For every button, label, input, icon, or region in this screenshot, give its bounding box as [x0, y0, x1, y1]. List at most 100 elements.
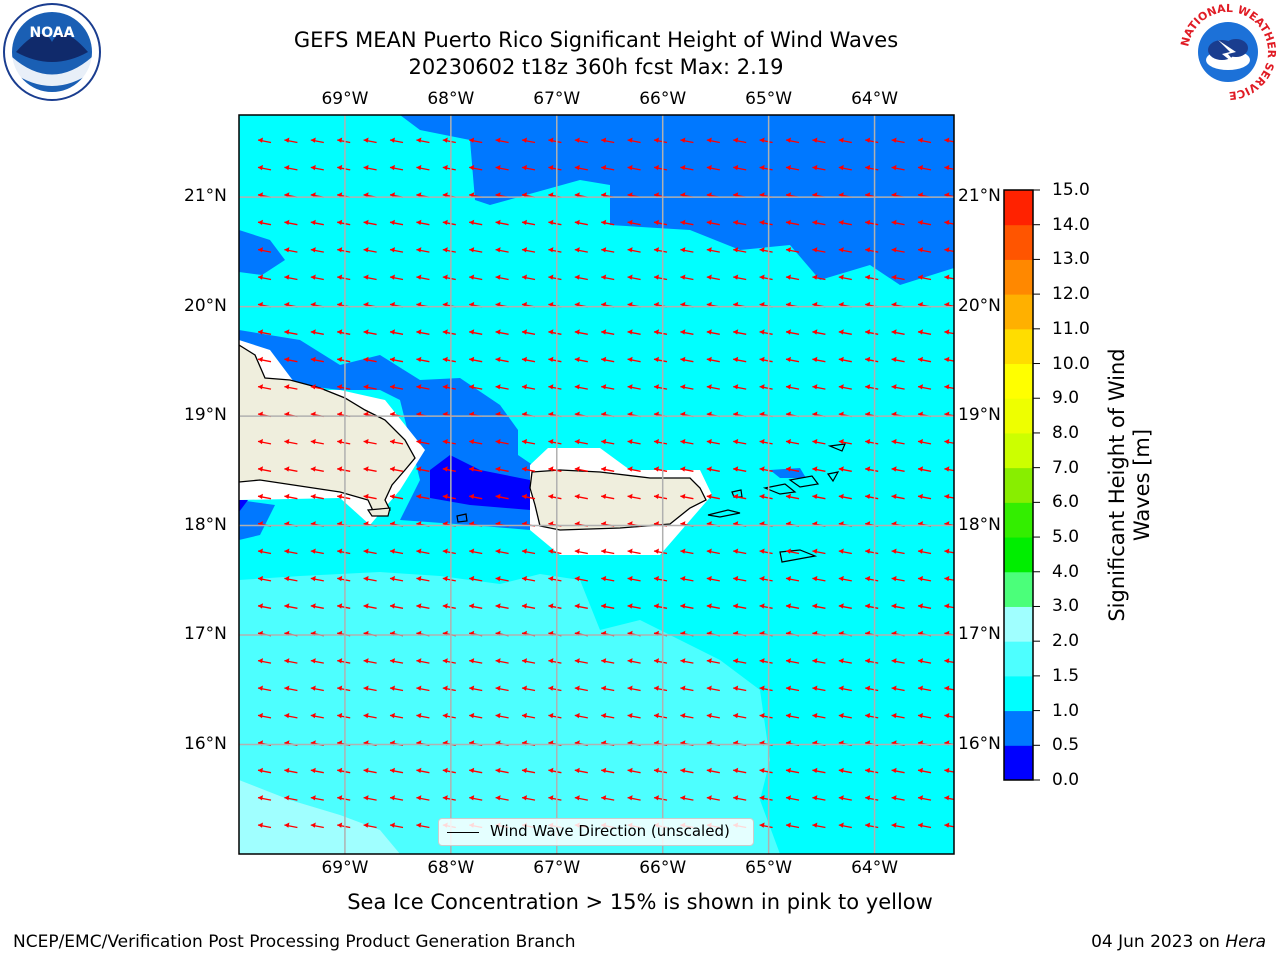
- wave-arrow: [416, 137, 430, 144]
- lon-label: 69°W: [321, 858, 369, 878]
- lon-label: 64°W: [851, 89, 899, 109]
- lat-label: 19°N: [184, 405, 227, 426]
- wave-arrow: [521, 795, 536, 801]
- wave-arrow: [337, 795, 351, 801]
- wave-arrow: [653, 575, 668, 582]
- wave-arrow: [284, 822, 298, 829]
- wave-arrow: [469, 795, 483, 801]
- wave-arrow: [284, 658, 298, 664]
- wave-arrow: [944, 658, 954, 664]
- wave-arrow: [838, 712, 852, 719]
- wave-arrow: [891, 356, 905, 363]
- wave-arrow: [680, 712, 694, 719]
- wave-arrow: [785, 219, 800, 226]
- wave-arrow: [574, 548, 588, 555]
- wave-arrow: [865, 767, 879, 774]
- wave-arrow: [944, 575, 954, 582]
- wave-arrow: [891, 438, 905, 445]
- wave-arrow: [653, 356, 668, 363]
- wave-arrow: [310, 438, 324, 445]
- wave-arrow: [891, 219, 905, 226]
- wave-arrow: [257, 548, 272, 555]
- wave-arrow: [416, 356, 430, 363]
- wave-arrow: [548, 603, 562, 609]
- wave-arrow: [812, 356, 826, 363]
- wave-arrow: [548, 712, 562, 719]
- wave-arrow: [917, 493, 932, 500]
- wave-arrow: [838, 466, 852, 472]
- wave-arrow: [838, 767, 852, 774]
- wave-arrow: [812, 274, 826, 281]
- wave-arrow: [310, 137, 324, 144]
- wave-arrow: [284, 685, 298, 692]
- wave-arrow: [442, 137, 456, 144]
- wave-arrow: [733, 274, 747, 281]
- wave-arrow: [838, 438, 852, 445]
- wave-arrow: [521, 329, 536, 335]
- wave-arrow: [548, 219, 562, 226]
- wave-arrow: [706, 438, 720, 445]
- wave-arrow: [653, 767, 668, 774]
- wave-arrow: [574, 164, 588, 171]
- wave-arrow: [680, 548, 694, 555]
- wave-arrow: [917, 548, 932, 555]
- footer-producer: NCEP/EMC/Verification Post Processing Pr…: [13, 932, 576, 952]
- wave-arrow: [310, 795, 324, 801]
- wave-arrow: [733, 712, 747, 719]
- land-virgin-islands: [762, 471, 840, 495]
- lon-label: 64°W: [851, 858, 899, 878]
- wave-arrow: [284, 384, 298, 390]
- wave-arrow: [521, 466, 536, 472]
- wave-direction-arrows: [257, 137, 954, 829]
- wave-arrow: [310, 548, 324, 555]
- lat-label: 20°N: [958, 295, 1001, 316]
- wave-arrow: [838, 164, 852, 171]
- wave-arrow: [812, 247, 826, 253]
- wave-arrow: [653, 164, 668, 171]
- wave-arrow: [838, 685, 852, 692]
- colorbar-tick-label: 13.0: [1052, 249, 1090, 270]
- wave-arrow: [706, 795, 720, 801]
- wave-arrow: [917, 164, 932, 171]
- wave-arrow: [917, 767, 932, 774]
- wave-arrow: [495, 247, 509, 253]
- wave-arrow: [601, 712, 615, 719]
- wave-arrow: [257, 164, 272, 171]
- wave-arrow: [865, 219, 879, 226]
- wave-arrow: [257, 137, 272, 144]
- colorbar-tick-label: 2.0: [1052, 631, 1080, 652]
- colorbar-tick-label: 11.0: [1052, 318, 1090, 339]
- wave-arrow: [733, 466, 747, 472]
- noaa-logo-text: NOAA: [30, 25, 75, 41]
- wave-arrow: [416, 466, 430, 472]
- colorbar-tick-label: 0.0: [1052, 770, 1080, 790]
- wave-arrow: [865, 438, 879, 445]
- wave-arrow: [521, 658, 536, 664]
- lat-label: 19°N: [958, 405, 1001, 426]
- wave-arrow: [812, 767, 826, 774]
- wave-arrow: [495, 575, 509, 582]
- wave-arrow: [389, 767, 404, 774]
- wave-arrow: [785, 137, 800, 144]
- map-legend: Wind Wave Direction (unscaled): [438, 818, 754, 846]
- legend-line-sample: [447, 832, 479, 833]
- wave-arrow: [257, 329, 272, 335]
- wave-arrow: [442, 384, 456, 390]
- wave-arrow: [363, 767, 377, 774]
- wave-arrow: [944, 767, 954, 773]
- wave-arrow: [944, 247, 954, 253]
- wave-arrow: [759, 164, 773, 171]
- wave-arrow: [574, 658, 588, 664]
- wave-arrow: [469, 767, 483, 774]
- wave-arrow: [812, 384, 826, 390]
- wave-arrow: [812, 466, 826, 472]
- wave-arrow: [257, 795, 272, 801]
- wave-arrow: [521, 767, 536, 774]
- lat-label: 17°N: [184, 624, 227, 645]
- wave-arrow: [521, 548, 536, 555]
- wave-arrow: [337, 356, 351, 363]
- wave-arrow: [442, 356, 456, 363]
- wave-arrow: [733, 548, 747, 555]
- wave-arrow: [416, 274, 430, 281]
- wave-arrow: [389, 685, 404, 692]
